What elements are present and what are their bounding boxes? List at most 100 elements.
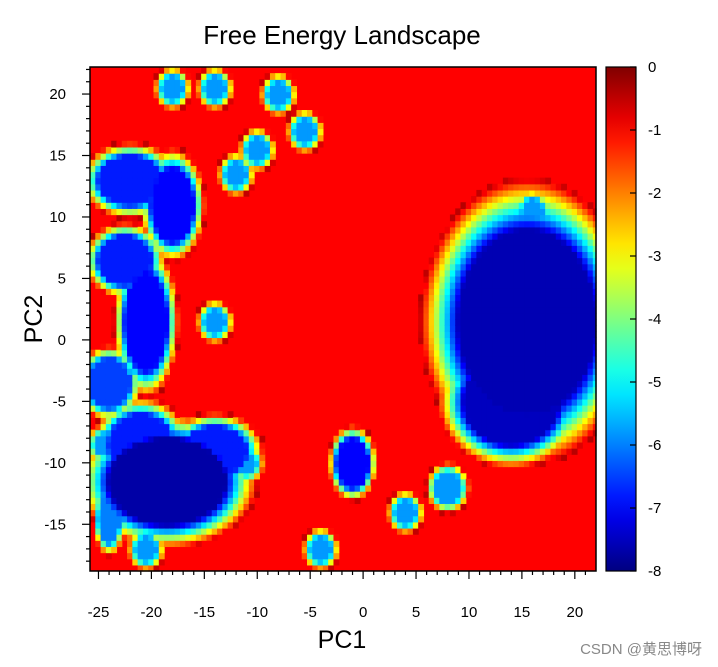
heatmap-cell [137,509,144,517]
heatmap-cell [545,454,552,461]
heatmap-cell [179,214,186,222]
heatmap-cell [566,405,573,412]
heatmap-cell [259,153,266,160]
heatmap-cell [518,343,525,351]
heatmap-cell [365,484,372,492]
heatmap-cell [127,423,133,431]
heatmap-cell [174,521,181,529]
heatmap-cell [164,515,170,523]
heatmap-cell [592,275,597,283]
heatmap-cell [142,300,149,308]
heatmap-cell [291,140,298,148]
heatmap-cell [465,245,472,252]
heatmap-cell [121,183,128,191]
heatmap-cell [195,319,202,326]
heatmap-cell [307,527,313,535]
heatmap-cell [169,349,176,357]
heatmap-cell [576,417,583,425]
heatmap-cell [190,503,197,511]
heatmap-cell [550,300,557,308]
heatmap-cell [243,478,250,486]
heatmap-cell [508,189,515,197]
heatmap-cell [550,282,557,289]
heatmap-cell [576,441,583,449]
heatmap-cell [127,448,133,455]
heatmap-cell [481,239,488,246]
heatmap-cell [142,405,149,412]
heatmap-cell [391,503,398,511]
heatmap-cell [169,534,176,541]
heatmap-cell [587,263,594,271]
heatmap-cell [460,257,467,265]
heatmap-cell [174,441,181,449]
heatmap-cell [587,300,594,308]
heatmap-cell [328,460,335,468]
heatmap-cell [423,343,430,351]
heatmap-cell [148,214,155,222]
heatmap-cell [153,165,160,173]
heatmap-cell [561,196,567,203]
heatmap-cell [561,269,567,277]
heatmap-cell [132,257,139,265]
heatmap-cell [455,417,462,425]
heatmap-cell [576,435,583,443]
heatmap-cell [232,454,239,461]
heatmap-cell [153,466,160,474]
heatmap-cell [576,208,583,216]
heatmap-cell [539,189,546,197]
heatmap-cell [471,386,477,394]
heatmap-cell [550,214,557,222]
heatmap-cell [550,417,557,425]
heatmap-cell [455,288,462,296]
heatmap-cell [137,540,144,548]
heatmap-cell [587,380,594,388]
heatmap-cell [428,275,435,283]
heatmap-cell [248,140,255,148]
heatmap-cell [518,448,525,455]
heatmap-cell [95,484,102,492]
heatmap-cell [550,423,557,431]
heatmap-cell [211,417,218,425]
heatmap-cell [476,417,483,425]
heatmap-cell [90,183,96,191]
heatmap-cell [142,521,149,529]
heatmap-cell [545,331,552,339]
heatmap-cell [158,484,165,492]
heatmap-cell [132,454,139,461]
heatmap-cell [550,183,557,191]
heatmap-cell [328,534,335,541]
heatmap-cell [555,226,562,234]
heatmap-cell [217,509,223,517]
heatmap-cell [312,122,319,130]
heatmap-cell [148,423,155,431]
heatmap-cell [365,429,372,437]
heatmap-cell [111,441,118,449]
heatmap-cell [105,552,112,560]
heatmap-cell [201,417,208,425]
heatmap-cell [222,73,229,80]
heatmap-cell [518,275,525,283]
heatmap-cell [508,349,515,357]
heatmap-cell [116,300,123,308]
heatmap-cell [471,380,477,388]
heatmap-cell [460,355,467,363]
heatmap-cell [116,226,123,234]
heatmap-cell [492,337,499,345]
heatmap-cell [243,128,250,136]
heatmap-cell [169,331,176,339]
heatmap-cell [153,245,160,252]
heatmap-cell [529,263,536,271]
heatmap-cell [206,73,213,80]
heatmap-cell [312,110,319,117]
heatmap-cell [211,435,218,443]
heatmap-cell [449,355,456,363]
heatmap-cell [486,380,493,388]
heatmap-cell [449,398,456,406]
heatmap-cell [587,312,594,320]
heatmap-cell [338,441,345,449]
heatmap-cell [153,331,160,339]
heatmap-cell [248,503,255,511]
heatmap-cell [508,220,515,228]
heatmap-cell [587,435,594,443]
heatmap-cell [492,331,499,339]
